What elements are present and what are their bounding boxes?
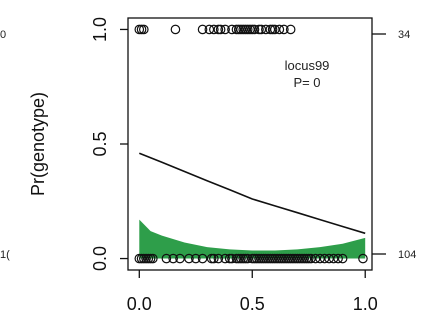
- y-tick-label: 0.0: [90, 246, 110, 271]
- fitted-curve: [139, 152, 366, 235]
- y-tick-label: 0.5: [90, 131, 110, 156]
- point-genotype-0: [148, 253, 158, 264]
- point-genotype-0: [337, 253, 348, 264]
- count-top-label: 34: [398, 29, 410, 41]
- point-genotype-1: [209, 24, 219, 35]
- x-tick-label: 1.0: [353, 294, 378, 314]
- point-genotype-1: [220, 24, 230, 35]
- point-genotype-0: [175, 253, 185, 264]
- point-genotype-1: [139, 24, 149, 35]
- y-tick-label: 1.0: [90, 17, 110, 42]
- point-genotype-0: [315, 253, 325, 264]
- left-fragment-bottom: 1(: [0, 249, 10, 261]
- point-genotype-0: [324, 253, 334, 264]
- point-genotype-1: [261, 24, 271, 35]
- point-genotype-1: [274, 24, 285, 35]
- point-genotype-0: [333, 253, 343, 264]
- point-genotype-0: [328, 253, 339, 264]
- point-genotype-0: [213, 253, 224, 264]
- point-genotype-0: [306, 253, 316, 264]
- point-genotype-0: [209, 253, 219, 264]
- point-genotype-1: [170, 24, 181, 35]
- confidence-band-area: [139, 219, 366, 259]
- point-genotype-1: [227, 24, 237, 35]
- x-tick-label: 0.5: [240, 294, 265, 314]
- point-genotype-1: [249, 24, 260, 35]
- annotation-pvalue: P= 0: [293, 75, 320, 90]
- point-genotype-0: [242, 253, 253, 264]
- confidence-band: [139, 219, 366, 259]
- data-points: [134, 24, 368, 264]
- point-genotype-1: [285, 24, 296, 35]
- point-genotype-0: [358, 253, 368, 264]
- point-genotype-1: [279, 24, 289, 35]
- y-axis-label: Pr(genotype): [28, 92, 48, 196]
- y-axis: 0.0 0.5 1.0: [90, 17, 128, 271]
- left-fragment-top: 0: [0, 29, 6, 41]
- point-genotype-0: [227, 253, 237, 264]
- point-genotype-0: [197, 253, 208, 264]
- point-genotype-0: [168, 253, 178, 264]
- point-genotype-0: [184, 253, 194, 264]
- point-genotype-1: [204, 24, 215, 35]
- point-genotype-0: [310, 253, 321, 264]
- point-genotype-1: [256, 24, 267, 35]
- point-genotype-0: [161, 253, 172, 264]
- point-genotype-0: [190, 253, 201, 264]
- count-bottom-label: 104: [398, 249, 416, 261]
- point-genotype-0: [319, 253, 330, 264]
- point-genotype-1: [197, 24, 208, 35]
- plot-frame: [127, 17, 373, 271]
- point-genotype-1: [215, 24, 226, 35]
- x-tick-label: 0.0: [127, 294, 152, 314]
- annotation-locus: locus99: [285, 58, 330, 73]
- point-genotype-1: [270, 24, 280, 35]
- point-genotype-0: [220, 253, 230, 264]
- x-axis: 0.0 0.5 1.0: [127, 270, 378, 314]
